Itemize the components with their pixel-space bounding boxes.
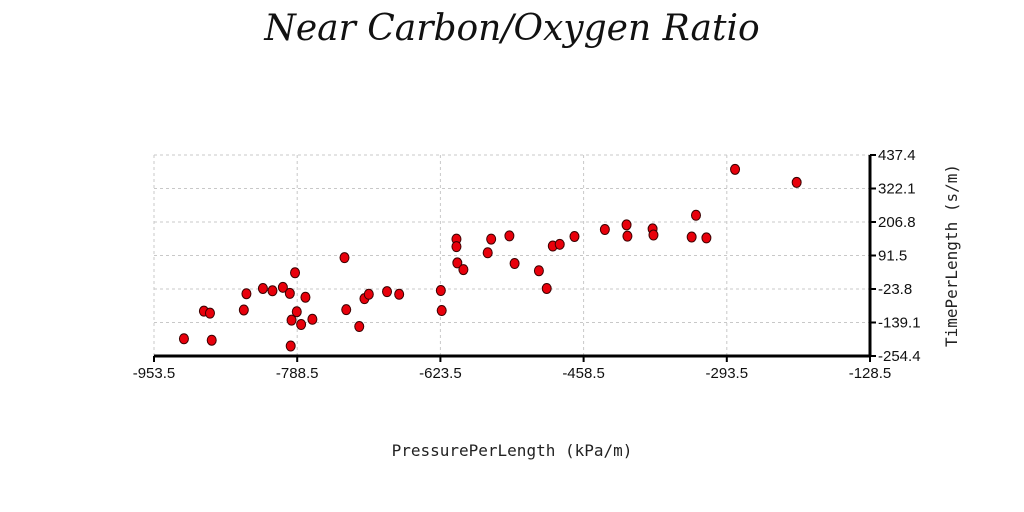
data-point — [730, 163, 741, 175]
data-point — [238, 304, 249, 316]
y-tick-label: -23.8 — [878, 281, 912, 298]
data-point — [504, 230, 515, 242]
data-point — [339, 252, 350, 264]
x-tick-label: -128.5 — [849, 365, 892, 382]
data-point — [621, 219, 632, 231]
y-tick-label: -139.1 — [878, 315, 921, 332]
data-point — [300, 291, 311, 303]
x-axis-title: PressurePerLength (kPa/m) — [392, 441, 633, 460]
data-point — [204, 307, 215, 319]
data-point — [686, 231, 697, 243]
data-point — [241, 288, 252, 300]
y-tick-label: -254.4 — [878, 348, 921, 365]
data-point — [307, 313, 318, 325]
data-point — [569, 230, 580, 242]
data-point — [622, 230, 633, 242]
data-point — [291, 306, 302, 318]
data-point — [541, 282, 552, 294]
data-point — [435, 285, 446, 297]
data-point — [690, 209, 701, 221]
data-point — [451, 241, 462, 253]
x-tick-label: -293.5 — [706, 365, 749, 382]
y-tick-label: 206.8 — [878, 214, 916, 231]
y-tick-labels: 437.4 322.1 206.8 91.5 -23.8 -139.1 -254.4 — [870, 147, 921, 365]
x-tick-label: -623.5 — [419, 365, 462, 382]
data-point — [257, 282, 268, 294]
data-point — [599, 223, 610, 235]
data-point — [363, 288, 374, 300]
data-point — [206, 334, 217, 346]
data-point — [509, 257, 520, 269]
x-tick-label: -953.5 — [133, 365, 176, 382]
grid — [153, 154, 871, 357]
data-point — [486, 233, 497, 245]
x-tick-label: -788.5 — [276, 365, 319, 382]
data-point — [382, 286, 393, 298]
data-point — [554, 238, 565, 250]
data-point — [284, 287, 295, 299]
data-point — [648, 229, 659, 241]
y-tick-label: 322.1 — [878, 181, 916, 198]
data-point — [277, 281, 288, 293]
y-tick-label: 437.4 — [878, 147, 916, 164]
y-axis-title: TimePerLength (s/m) — [942, 164, 961, 347]
data-point — [290, 267, 301, 279]
data-point — [267, 285, 278, 297]
data-points — [178, 163, 802, 352]
data-point — [533, 265, 544, 277]
data-point — [482, 247, 493, 259]
data-point — [791, 176, 802, 188]
chart-title: Near Carbon/Oxygen Ratio — [264, 8, 760, 49]
data-point — [341, 304, 352, 316]
data-point — [286, 314, 297, 326]
data-point — [285, 340, 296, 352]
x-tick-label: -458.5 — [562, 365, 605, 382]
data-point — [701, 232, 712, 244]
data-point — [394, 288, 405, 300]
data-point — [436, 305, 447, 317]
x-tick-labels: -953.5 -788.5 -623.5 -458.5 -293.5 -128.5 — [133, 356, 892, 382]
data-point — [296, 319, 307, 331]
y-tick-label: 91.5 — [878, 248, 907, 265]
data-point — [354, 321, 365, 333]
data-point — [458, 264, 469, 276]
data-point — [178, 333, 189, 345]
data-point — [452, 257, 463, 269]
